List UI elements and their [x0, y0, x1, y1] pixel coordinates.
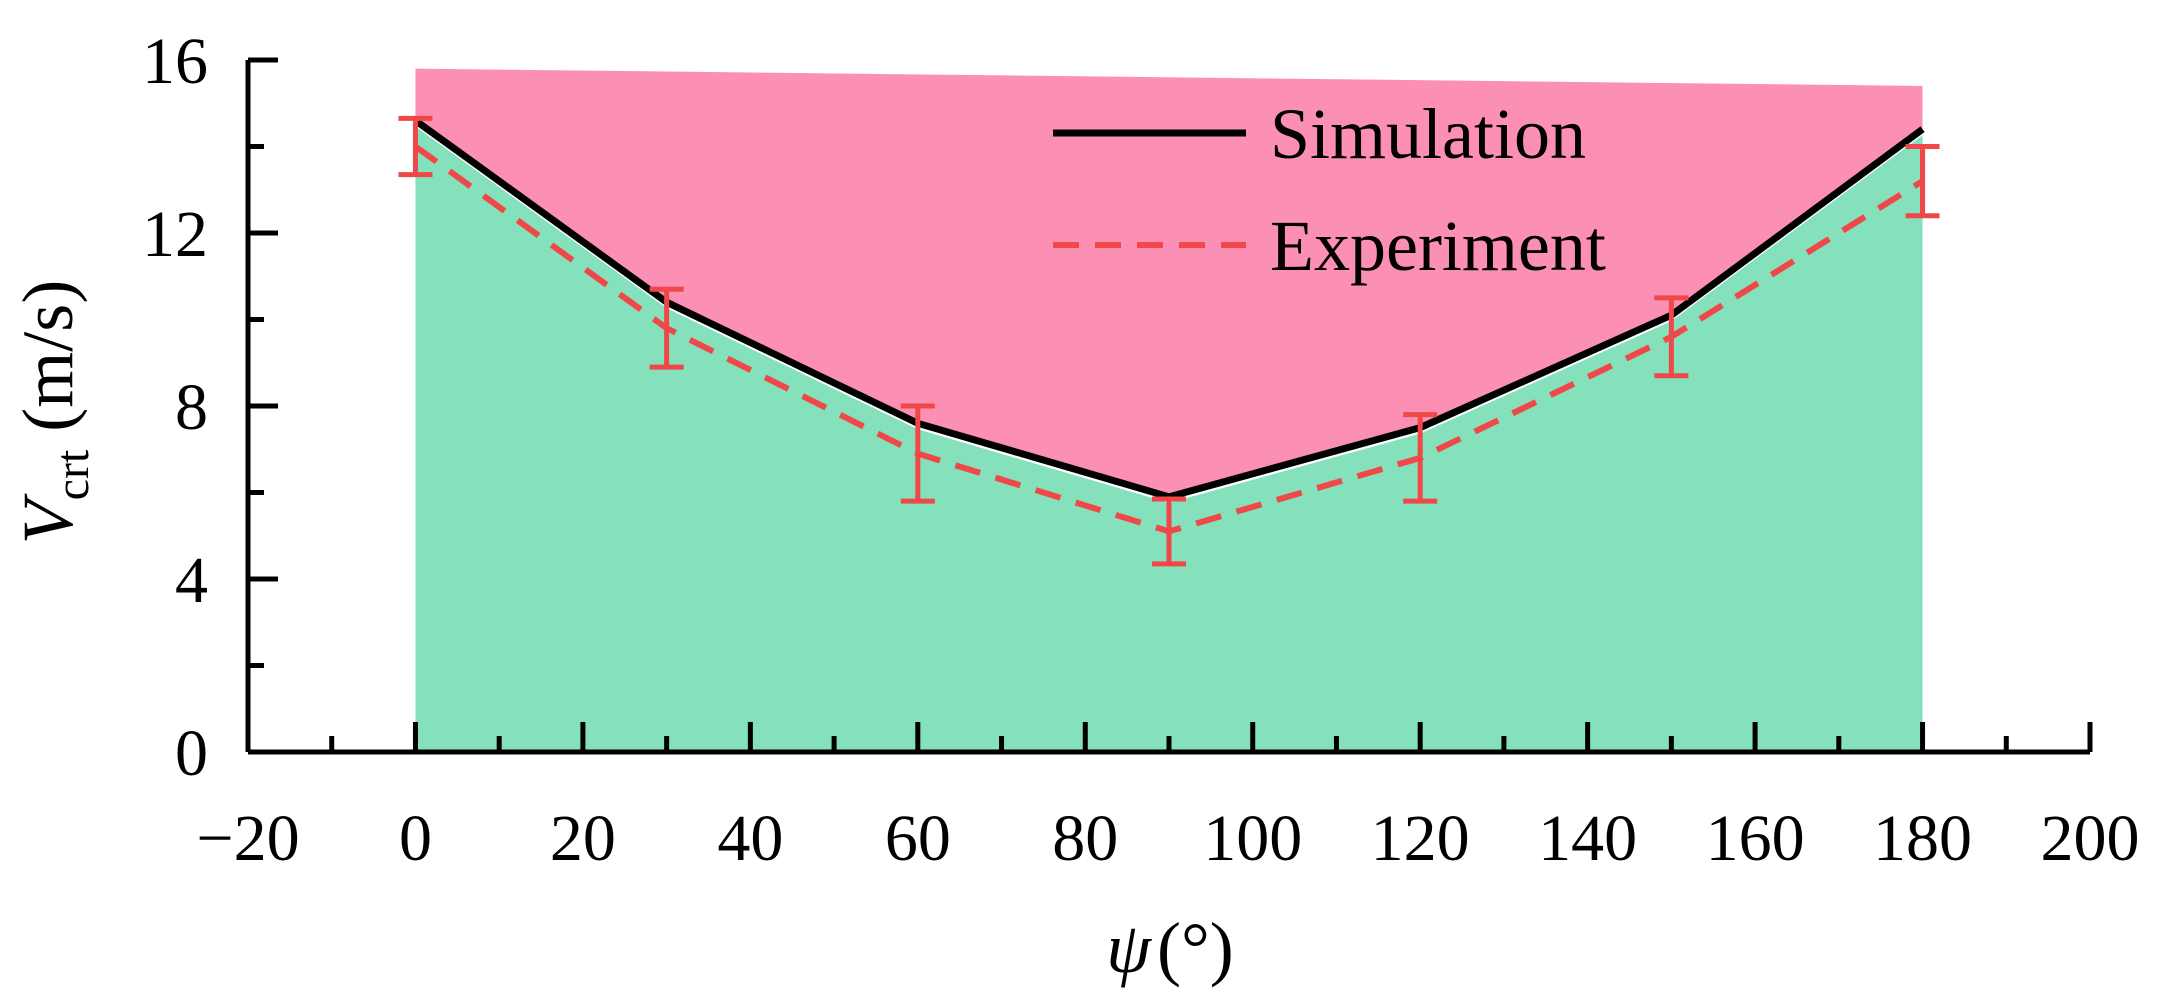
x-axis-title: ψ(°): [1106, 908, 1233, 988]
shaded-regions: [415, 68, 1923, 753]
error-bars: [398, 115, 1940, 567]
ticks: [245, 57, 2093, 755]
x-tick-label: 40: [717, 802, 783, 875]
x-axis-title-main: ψ: [1106, 908, 1152, 988]
error-bar: [398, 115, 433, 178]
y-axis-title-sub: crt: [46, 449, 99, 500]
x-tick-label: 180: [1873, 802, 1972, 875]
x-tick-label: 120: [1371, 802, 1470, 875]
legend-simulation-label: Simulation: [1270, 94, 1586, 174]
x-tick-label: 20: [550, 802, 616, 875]
y-tick-label: 4: [175, 544, 208, 617]
tick-labels: −20 0 20 40 60 80 100 120 140 160 180 200 0 4 8 12 16: [142, 25, 2140, 875]
y-tick-label: 16: [142, 25, 208, 98]
legend: Simulation Experiment: [1053, 94, 1606, 286]
x-tick-label: 80: [1052, 802, 1118, 875]
upper-region: [415, 68, 1923, 497]
x-tick-label: 100: [1203, 802, 1302, 875]
x-tick-label: 160: [1706, 802, 1805, 875]
x-tick-label: 200: [2041, 802, 2140, 875]
error-bar: [900, 403, 935, 504]
y-tick-label: 12: [142, 198, 208, 271]
lower-region: [415, 126, 1923, 753]
error-bar: [1654, 295, 1689, 379]
y-tick-label: 8: [175, 371, 208, 444]
x-tick-label: 0: [399, 802, 432, 875]
error-bar: [649, 286, 684, 370]
y-axis-title-main: V: [8, 493, 88, 544]
error-bar: [1905, 144, 1940, 219]
x-axis-title-unit: (°): [1157, 908, 1234, 988]
legend-experiment-label: Experiment: [1270, 206, 1606, 286]
x-tick-label: −20: [196, 802, 299, 875]
x-tick-label: 140: [1538, 802, 1637, 875]
y-tick-label: 0: [175, 717, 208, 790]
y-axis-title-unit: (m/s): [8, 280, 88, 432]
y-axis-title: Vcrt (m/s): [8, 280, 99, 545]
error-bar: [1152, 496, 1186, 567]
error-bar: [1403, 412, 1438, 504]
x-tick-label: 60: [885, 802, 951, 875]
